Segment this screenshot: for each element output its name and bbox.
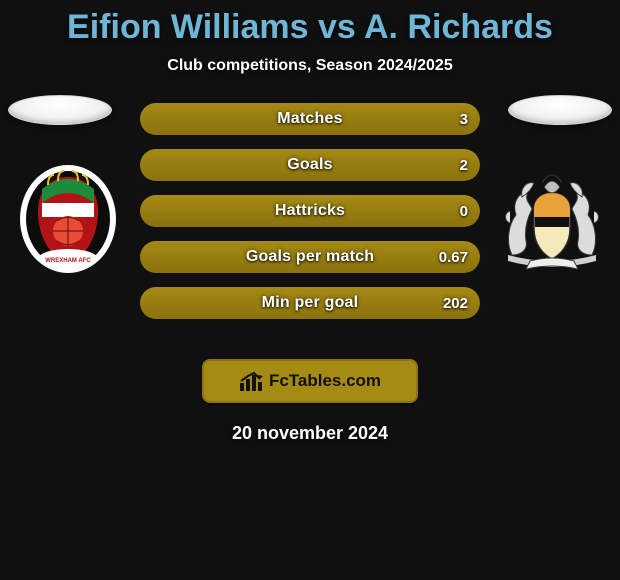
stat-row: Min per goal202 xyxy=(140,287,480,319)
stat-bar-track xyxy=(140,103,480,135)
comparison-area: WREXHAM AFC xyxy=(0,103,620,343)
stat-bar-track xyxy=(140,287,480,319)
stat-bar-track xyxy=(140,195,480,227)
stat-row: Goals2 xyxy=(140,149,480,181)
club-right-crest xyxy=(502,163,602,275)
stat-bar-fill-right xyxy=(140,195,480,227)
stat-row: Matches3 xyxy=(140,103,480,135)
player-left-avatar xyxy=(8,95,112,125)
brand-chart-icon xyxy=(239,370,263,392)
brand-text: FcTables.com xyxy=(269,371,381,391)
stat-bar-fill-right xyxy=(140,241,480,273)
stat-row: Hattricks0 xyxy=(140,195,480,227)
brand-badge: FcTables.com xyxy=(202,359,418,403)
player-right-avatar xyxy=(508,95,612,125)
svg-text:WREXHAM AFC: WREXHAM AFC xyxy=(45,258,91,264)
stat-bar-track xyxy=(140,149,480,181)
stat-bar-fill-right xyxy=(140,103,480,135)
page-subtitle: Club competitions, Season 2024/2025 xyxy=(0,57,620,75)
stat-bar-fill-right xyxy=(140,287,480,319)
club-left-crest: WREXHAM AFC xyxy=(18,163,118,275)
stat-bar-fill-right xyxy=(140,149,480,181)
date-text: 20 november 2024 xyxy=(0,423,620,444)
stat-bars: Matches3 Goals2 Hattricks0 Goals per match0… xyxy=(140,103,480,333)
page-title: Eifion Williams vs A. Richards xyxy=(0,0,620,47)
stat-bar-track xyxy=(140,241,480,273)
stat-row: Goals per match0.67 xyxy=(140,241,480,273)
